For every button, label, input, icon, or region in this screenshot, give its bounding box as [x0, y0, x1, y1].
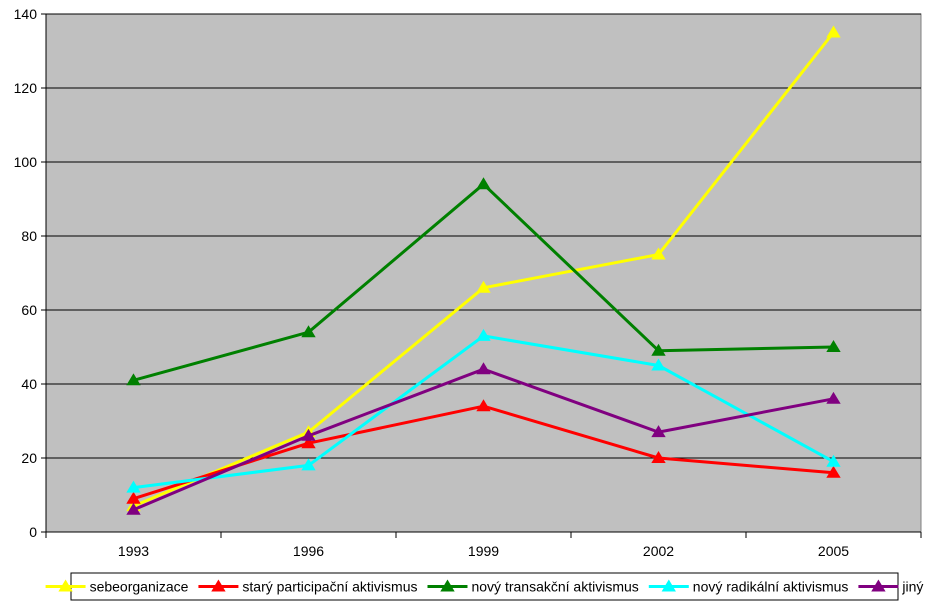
data-point-marker	[126, 480, 141, 493]
data-point-marker	[826, 340, 841, 352]
data-point-marker	[126, 373, 141, 386]
legend-swatch-marker	[211, 579, 226, 592]
legend-swatch-marker	[661, 579, 676, 592]
legend-item: nový transakční aktivismus	[427, 579, 639, 595]
data-point-marker	[651, 343, 666, 356]
x-tick-label: 1999	[468, 543, 499, 559]
data-point-marker	[651, 425, 666, 438]
legend-item: sebeorganizace	[45, 579, 189, 595]
data-point-marker	[651, 358, 666, 371]
y-tick-label: 140	[14, 6, 38, 22]
x-tick-label: 2002	[643, 543, 674, 559]
x-tick-label: 1993	[118, 543, 149, 559]
legend-item: nový radikální aktivismus	[648, 579, 849, 595]
data-point-marker	[651, 451, 666, 463]
y-tick-label: 60	[21, 302, 37, 318]
data-point-marker	[476, 280, 491, 293]
data-point-marker	[301, 325, 316, 338]
data-point-marker	[651, 247, 666, 260]
data-point-marker	[126, 502, 141, 515]
y-tick-label: 40	[21, 376, 37, 392]
data-point-marker	[301, 436, 316, 449]
series-nový-radikální-aktivismus	[126, 328, 841, 493]
data-point-marker	[826, 465, 841, 478]
axes: 0 20 40 60 80 100 120 140 1993 1996 1999 2002 2005	[14, 6, 922, 559]
y-tick-label: 0	[29, 524, 37, 540]
plot-area	[45, 13, 922, 533]
data-point-marker	[476, 362, 491, 375]
x-tick-label: 2005	[818, 543, 849, 559]
legend-swatch-marker	[440, 579, 455, 592]
x-tick-label: 1996	[293, 543, 324, 559]
series-nový-transakční-aktivismus	[126, 177, 841, 386]
data-point-marker	[476, 177, 491, 190]
legend-item: starý participační aktivismus	[198, 579, 417, 595]
data-point-marker	[301, 428, 316, 441]
data-point-marker	[826, 454, 841, 467]
y-tick-label: 100	[14, 154, 38, 170]
legend-label: nový radikální aktivismus	[693, 579, 849, 595]
data-point-marker	[476, 399, 491, 412]
legend-swatch-marker	[871, 579, 886, 592]
legend: sebeorganizace starý participační aktivis…	[45, 572, 923, 601]
data-point-marker	[826, 25, 841, 38]
series-layer	[126, 25, 841, 515]
data-point-marker	[476, 328, 491, 341]
legend-label: sebeorganizace	[90, 579, 189, 595]
legend-label: nový transakční aktivismus	[471, 579, 638, 595]
y-tick-label: 20	[21, 450, 37, 466]
legend-label: jiný	[901, 579, 923, 595]
series-jiný	[126, 362, 841, 515]
legend-swatch-marker	[58, 579, 73, 592]
legend-label: starý participační aktivismus	[242, 579, 417, 595]
data-point-marker	[826, 391, 841, 404]
y-tick-label: 120	[14, 80, 38, 96]
y-tick-label: 80	[21, 228, 37, 244]
data-point-marker	[301, 458, 316, 471]
legend-item: jiný	[858, 579, 923, 595]
gridlines	[46, 13, 921, 459]
